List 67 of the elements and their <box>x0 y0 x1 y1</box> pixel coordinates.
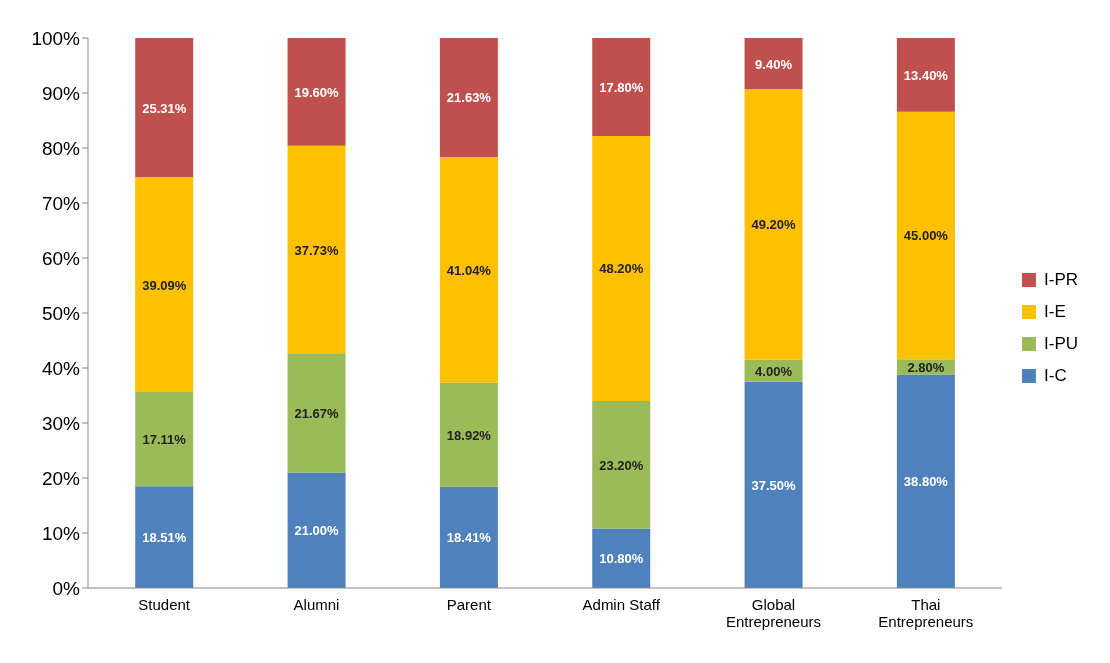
data-label: 49.20% <box>751 217 797 233</box>
bar <box>287 38 346 146</box>
data-label: 23.20% <box>599 457 644 473</box>
data-label: 37.50% <box>751 477 797 493</box>
x-tick-label: Global Entrepreneurs <box>725 596 822 630</box>
bar <box>896 38 955 112</box>
data-label: 17.11% <box>142 432 187 448</box>
y-tick-label: 60% <box>41 247 81 269</box>
data-label: 2.80% <box>907 359 945 375</box>
data-label: 13.40% <box>903 67 949 83</box>
legend-label: I-PU <box>1044 334 1078 354</box>
bar <box>287 353 346 473</box>
data-label: 18.92% <box>446 427 492 443</box>
bar <box>135 38 194 178</box>
y-tick-label: 0% <box>52 577 81 599</box>
y-tick-label: 40% <box>41 357 81 379</box>
bar <box>439 486 498 588</box>
x-tick-label: Parent <box>446 596 492 613</box>
x-tick-label: Thai Entrepreneurs <box>878 596 974 630</box>
bar <box>439 38 498 157</box>
bar <box>896 111 955 360</box>
data-label: 17.80% <box>599 79 644 95</box>
legend-label: I-E <box>1044 302 1066 322</box>
bar <box>135 177 194 393</box>
data-label: 38.80% <box>903 474 949 490</box>
legend-label: I-PR <box>1044 270 1078 290</box>
y-tick-label: 30% <box>41 412 81 434</box>
bar <box>439 156 498 383</box>
x-tick-label: Admin Staff <box>582 596 661 613</box>
y-tick-label: 10% <box>41 522 81 544</box>
legend-label: I-C <box>1044 366 1067 386</box>
x-tick-label: Alumni <box>293 596 340 613</box>
bar <box>287 472 346 588</box>
data-label: 21.00% <box>294 523 340 539</box>
bar <box>896 374 955 588</box>
bar <box>592 135 651 401</box>
data-label: 41.04% <box>446 262 492 278</box>
y-tick-label: 50% <box>41 302 81 324</box>
data-label: 37.73% <box>294 242 340 258</box>
x-tick-label: Student <box>138 596 191 613</box>
data-label: 48.20% <box>599 261 644 277</box>
bar <box>439 382 498 487</box>
data-label: 4.00% <box>755 363 793 379</box>
data-label: 45.00% <box>903 228 949 244</box>
y-tick-label: 90% <box>41 82 81 104</box>
data-label: 39.09% <box>142 277 187 293</box>
y-tick-label: 100% <box>31 27 81 49</box>
data-label: 21.63% <box>446 90 492 106</box>
bar <box>592 38 651 136</box>
data-label: 18.41% <box>446 530 492 546</box>
bar <box>135 392 194 487</box>
y-tick-label: 20% <box>41 467 81 489</box>
y-tick-label: 70% <box>41 192 81 214</box>
bar <box>744 381 803 588</box>
data-label: 21.67% <box>294 405 340 421</box>
bar <box>592 401 651 529</box>
bar <box>744 38 803 90</box>
data-label: 25.31% <box>142 100 187 116</box>
bar <box>744 89 803 360</box>
data-label: 18.51% <box>142 530 187 546</box>
bar <box>287 145 346 354</box>
bar <box>135 486 194 588</box>
y-tick-label: 80% <box>41 137 81 159</box>
data-label: 10.80% <box>599 551 644 567</box>
data-label: 9.40% <box>755 56 793 72</box>
data-label: 19.60% <box>294 84 340 100</box>
bar <box>592 528 651 588</box>
